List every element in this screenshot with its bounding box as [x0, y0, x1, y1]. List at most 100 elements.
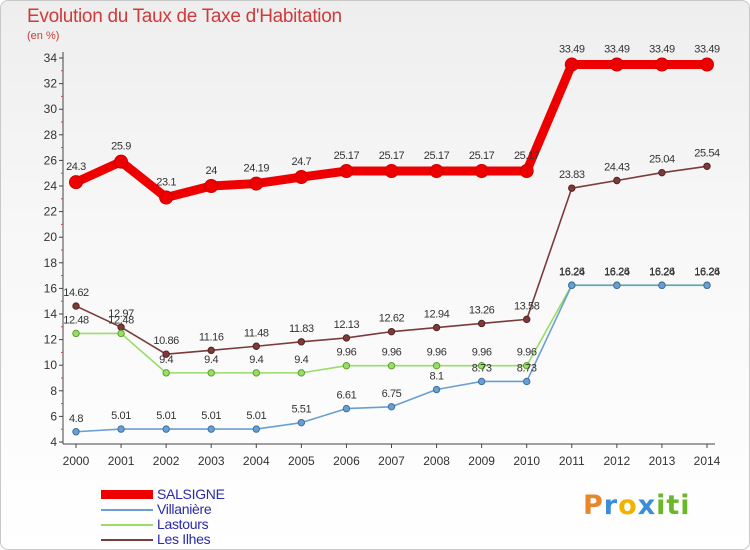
- data-point: [162, 369, 170, 377]
- data-label: 12.13: [334, 319, 360, 331]
- data-point: [387, 327, 396, 336]
- data-label: 25.17: [514, 150, 540, 162]
- data-point: [658, 168, 666, 177]
- data-point: [252, 425, 260, 433]
- data-point: [384, 164, 399, 179]
- data-point: [117, 425, 125, 433]
- data-label: 9.4: [249, 354, 263, 366]
- x-tick-label: 2010: [513, 454, 540, 468]
- data-point: [72, 302, 80, 310]
- data-point: [252, 342, 260, 350]
- data-label: 16.24: [694, 266, 720, 278]
- data-label: 16.26: [649, 266, 675, 278]
- data-label: 24.7: [291, 156, 311, 168]
- proxiti-logo: Proxiti: [583, 490, 691, 521]
- data-label: 25.17: [424, 150, 450, 162]
- y-tick-label: 10: [44, 358, 58, 372]
- y-tick-label: 30: [44, 102, 58, 116]
- data-point: [432, 323, 441, 332]
- data-label: 8.73: [472, 362, 492, 374]
- data-label: 25.54: [694, 147, 720, 159]
- x-tick-label: 2005: [288, 454, 315, 468]
- legend-swatch: [101, 490, 153, 499]
- data-point: [294, 170, 309, 185]
- data-label: 12.48: [108, 314, 134, 326]
- data-point: [523, 315, 531, 324]
- data-point: [159, 190, 174, 205]
- data-label: 16.26: [559, 266, 585, 278]
- y-tick-label: 24: [44, 179, 58, 193]
- data-label: 14.62: [63, 287, 89, 299]
- data-point: [477, 377, 486, 386]
- y-tick-label: 8: [50, 384, 57, 398]
- data-point: [72, 329, 80, 338]
- data-point: [654, 57, 669, 72]
- data-label: 25.17: [379, 150, 405, 162]
- data-point: [568, 184, 576, 192]
- data-label: 9.96: [382, 347, 402, 359]
- data-label: 12.97: [108, 308, 134, 320]
- data-point: [568, 281, 576, 290]
- y-tick-label: 18: [44, 256, 58, 270]
- legend-label: SALSIGNE: [157, 486, 225, 502]
- data-point: [523, 377, 531, 386]
- y-tick-label: 32: [44, 77, 58, 91]
- data-label: 24: [205, 165, 217, 177]
- data-label: 24.19: [244, 163, 270, 175]
- data-point: [703, 281, 711, 290]
- y-tick-label: 26: [44, 153, 58, 167]
- data-point: [204, 179, 219, 193]
- legend-swatch: [101, 539, 153, 541]
- data-point: [564, 57, 579, 72]
- x-tick-label: 2007: [378, 454, 405, 468]
- data-point: [249, 176, 264, 191]
- data-label: 12.62: [379, 313, 405, 325]
- data-label: 33.49: [694, 44, 720, 56]
- data-label: 13.58: [514, 300, 540, 312]
- x-tick-label: 2006: [333, 454, 360, 468]
- data-label: 23.1: [156, 177, 176, 189]
- legend-label: Les Ilhes: [157, 531, 211, 547]
- data-label: 33.49: [604, 44, 630, 56]
- x-tick-label: 2001: [108, 454, 135, 468]
- data-label: 10.86: [153, 335, 179, 347]
- data-point: [613, 281, 621, 290]
- x-tick-label: 2000: [63, 454, 90, 468]
- data-point: [519, 164, 534, 179]
- data-point: [523, 362, 531, 370]
- data-label: 5.01: [201, 410, 221, 422]
- legend-label: Villanière: [157, 501, 212, 517]
- data-label: 16.24: [649, 266, 675, 278]
- data-point: [387, 403, 396, 411]
- x-tick-label: 2003: [198, 454, 225, 468]
- data-label: 8.1: [430, 371, 444, 383]
- chart-title: Evolution du Taux de Taxe d'Habitation: [27, 6, 342, 27]
- data-point: [613, 176, 621, 185]
- data-label: 6.61: [337, 390, 357, 402]
- data-label: 6.75: [382, 388, 402, 400]
- data-label: 24.3: [66, 161, 86, 173]
- y-tick-label: 28: [44, 128, 58, 142]
- data-label: 16.24: [604, 266, 630, 278]
- y-tick-label: 6: [50, 409, 57, 423]
- data-point: [342, 362, 351, 370]
- data-label: 5.01: [111, 410, 131, 422]
- data-label: 13.26: [469, 304, 495, 316]
- x-tick-label: 2012: [604, 454, 631, 468]
- legend-swatch: [101, 524, 153, 526]
- data-label: 9.96: [472, 347, 492, 359]
- data-point: [432, 385, 441, 394]
- data-label: 5.51: [291, 404, 311, 416]
- data-point: [477, 362, 486, 370]
- data-label: 23.83: [559, 169, 585, 181]
- legend-swatch: [101, 509, 153, 511]
- data-point: [69, 175, 83, 190]
- x-tick-label: 2011: [559, 454, 585, 468]
- data-label: 9.96: [337, 347, 357, 359]
- data-point: [114, 154, 129, 169]
- data-label: 8.73: [517, 362, 537, 374]
- data-point: [387, 362, 396, 370]
- data-label: 5.01: [156, 410, 176, 422]
- data-label: 16.24: [559, 266, 585, 278]
